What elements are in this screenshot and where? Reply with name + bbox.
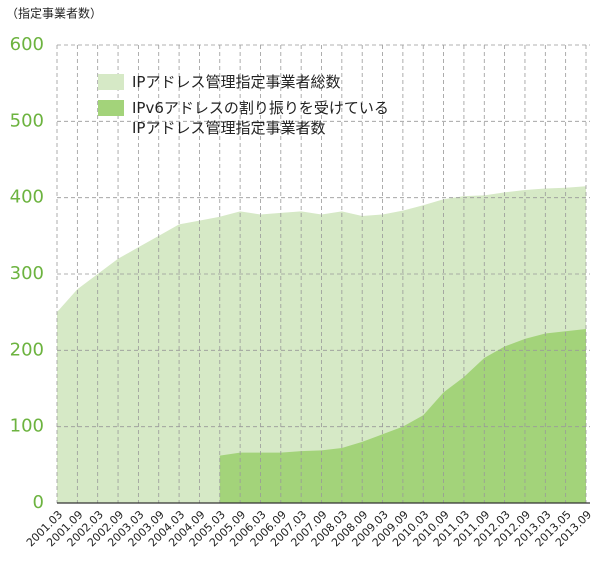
legend-label: IPアドレス管理指定事業者総数 (132, 73, 341, 91)
y-tick-label: 0 (33, 492, 44, 513)
y-tick-label: 100 (10, 416, 44, 437)
y-tick-label: 500 (10, 110, 44, 131)
legend-swatch (98, 74, 124, 90)
area (219, 328, 586, 503)
areas (57, 186, 586, 503)
legend-item: IPv6アドレスの割り振りを受けている IPアドレス管理指定事業者数 (98, 98, 389, 138)
y-axis-label: （指定事業者数） (6, 6, 102, 21)
legend-item: IPアドレス管理指定事業者総数 (98, 72, 389, 92)
y-tick-label: 200 (10, 339, 44, 360)
legend: IPアドレス管理指定事業者総数 IPv6アドレスの割り振りを受けている IPアドレ… (98, 72, 389, 144)
y-tick-label: 600 (10, 34, 44, 55)
legend-label: IPv6アドレスの割り振りを受けている IPアドレス管理指定事業者数 (132, 99, 389, 137)
y-tick-label: 300 (10, 263, 44, 284)
y-tick-label: 400 (10, 187, 44, 208)
grid (56, 44, 590, 503)
legend-swatch (98, 100, 124, 116)
